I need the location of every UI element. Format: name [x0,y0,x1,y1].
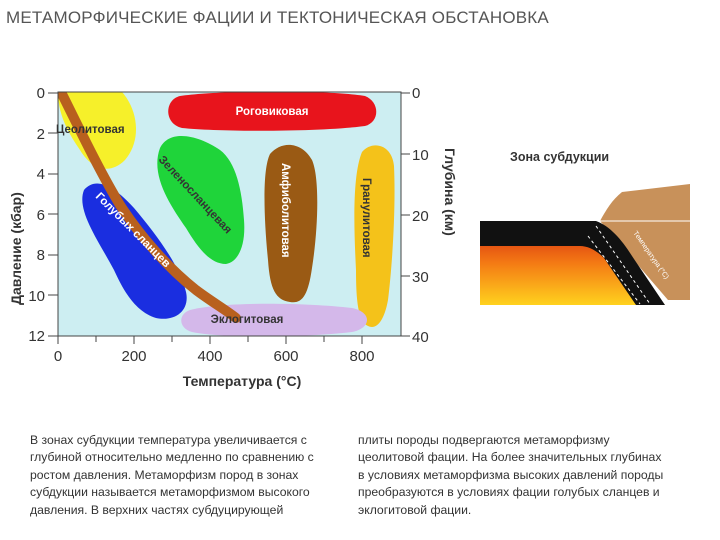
description-paragraph-2: плиты породы подвергаются метаморфизму ц… [358,433,664,517]
x-tick: 200 [121,348,146,365]
granulite-facies-region [354,145,395,327]
x-tick: 400 [197,348,222,365]
y-right-tick: 10 [412,147,429,164]
y-right-tick-labels: 0 10 20 30 40 [412,85,429,346]
zeolite-label: Цеолитовая [56,124,125,136]
x-tick: 800 [349,348,374,365]
y-left-tick: 12 [28,328,45,345]
amphibolite-facies-region [264,144,318,303]
x-tick: 600 [273,348,298,365]
y-right-tick: 40 [412,329,429,346]
y-left-tick: 0 [37,85,45,102]
eclogite-label: Эклогитовая [211,314,284,326]
greenschist-facies-region [157,135,245,264]
x-tick: 0 [54,348,62,365]
x-axis-label: Температура (°C) [183,373,301,389]
description-paragraph-1: В зонах субдукции температура увеличивае… [30,433,314,517]
hornfels-facies-region [168,92,377,131]
page-title: МЕТАМОРФИЧЕСКИЕ ФАЦИИ И ТЕКТОНИЧЕСКАЯ ОБ… [6,8,549,27]
y-right-tick-marks [401,92,410,337]
y-left-tick: 8 [37,247,45,264]
y-right-axis-label: Глубина (км) [442,148,458,236]
subduction-title: Зона субдукции [510,150,609,164]
y-left-tick-marks [48,92,58,337]
subducting-slab [480,221,665,305]
y-left-tick: 10 [28,288,45,305]
y-left-tick: 2 [37,126,45,143]
y-left-tick-labels: 0 2 4 6 8 10 12 [28,85,45,345]
zeolite-facies-region [58,92,137,169]
overriding-plate [600,184,690,300]
y-right-tick: 0 [412,85,420,102]
slab-dash-line [587,235,641,305]
hornfels-label: Роговиковая [236,106,309,118]
y-right-tick: 30 [412,269,429,286]
y-left-tick: 4 [37,166,45,183]
y-left-axis-label: Давление (кбар) [8,192,24,305]
y-right-tick: 20 [412,208,429,225]
y-left-tick: 6 [37,207,45,224]
amphibolite-label: Амфиболитовая [279,163,291,258]
blueschist-facies-region [82,183,187,319]
granulite-label: Гранулитовая [360,178,372,258]
x-tick-marks [57,336,363,344]
subduction-pt-path [58,92,241,323]
slab-dash-line [595,225,651,305]
subduction-zone-inset: Зона субдукции Температура (°C) [480,150,690,305]
x-tick-labels: 0 200 400 600 800 [54,348,375,365]
